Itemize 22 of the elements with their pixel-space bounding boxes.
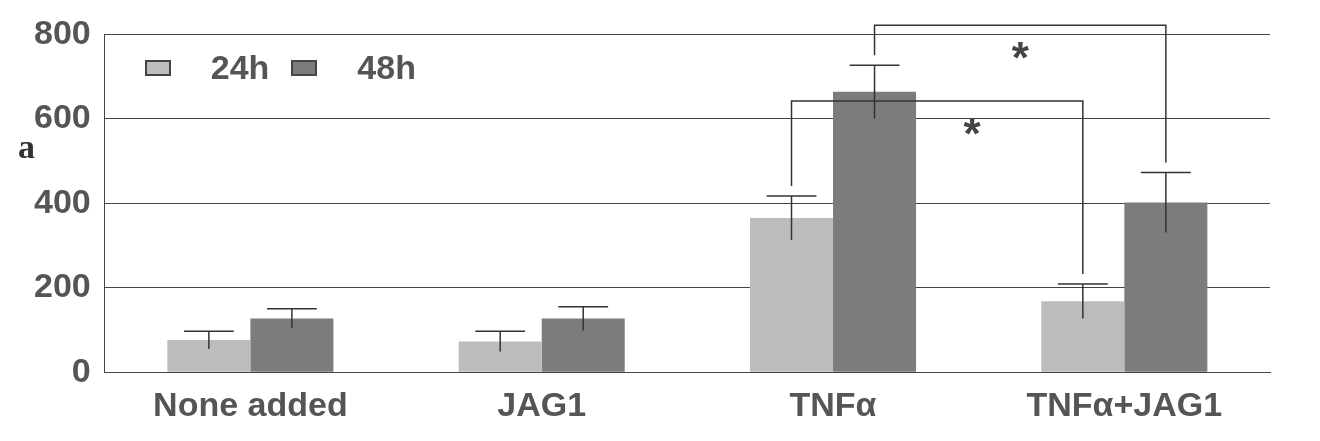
x-tick-label: JAG1 (497, 384, 587, 423)
x-tick-label: None added (153, 384, 348, 423)
text: a (18, 128, 35, 166)
y-tick-label: 600 (33, 97, 91, 136)
bar (250, 318, 334, 372)
y-tick-label: 800 (33, 12, 91, 51)
y-tick-label: 0 (71, 350, 91, 389)
x-tick-label: TNFα (789, 384, 877, 423)
y-tick-label: 200 (33, 266, 91, 305)
bar (458, 341, 542, 372)
bar (1124, 202, 1208, 372)
bar (167, 340, 251, 372)
bar (750, 218, 834, 372)
bar (541, 318, 625, 372)
annotation: * (963, 109, 982, 159)
legend-label: 48h (357, 48, 416, 88)
legend-label: 24h (210, 48, 270, 88)
bar (1041, 301, 1125, 372)
x-tick-label: TNFα+JAG1 (1026, 384, 1223, 423)
annotation: * (1011, 33, 1030, 83)
bar (833, 91, 917, 372)
y-tick-label: 400 (33, 181, 91, 220)
